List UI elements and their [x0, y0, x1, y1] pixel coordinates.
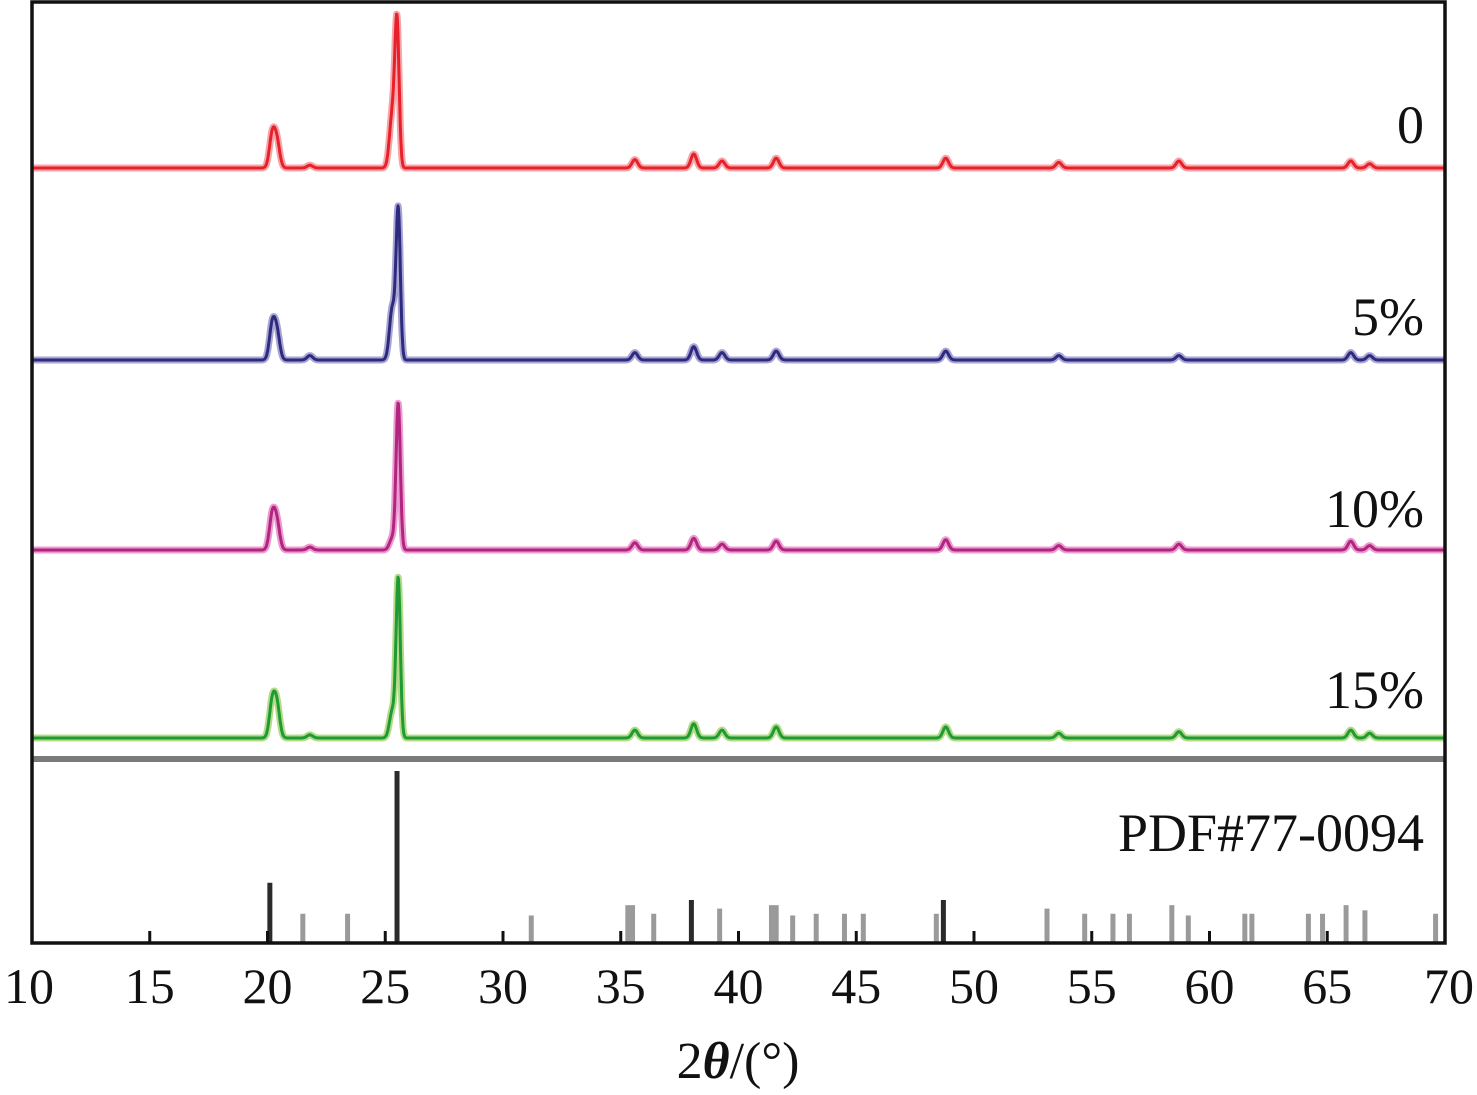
- series-group: 15%: [29, 573, 1448, 742]
- x-tick-label: 10: [4, 958, 54, 1014]
- series-line: [31, 575, 1446, 740]
- x-tick-label: 45: [831, 958, 881, 1014]
- x-tick-label: 60: [1185, 958, 1235, 1014]
- x-axis-title: 2θ/(°): [677, 1033, 800, 1090]
- x-tick-label: 30: [478, 958, 528, 1014]
- theta-symbol: θ: [703, 1033, 730, 1090]
- series-glow: [29, 399, 1448, 554]
- series-line: [31, 401, 1446, 552]
- x-tick-label: 40: [714, 958, 764, 1014]
- series-label: 10%: [1325, 479, 1424, 539]
- series-label: 0: [1397, 95, 1424, 155]
- x-tick-label: 25: [360, 958, 410, 1014]
- series-label: 5%: [1352, 287, 1424, 347]
- x-tick-label: 70: [1424, 958, 1474, 1014]
- series-layer: 0 5% 10% 15%: [29, 10, 1448, 742]
- series-group: 0: [29, 10, 1448, 172]
- series-line: [31, 204, 1446, 362]
- series-group: 10%: [29, 399, 1448, 554]
- plot-frame: [30, 0, 1447, 945]
- reference-layer: PDF#77-0094: [267, 771, 1439, 943]
- x-tick-label: 35: [596, 958, 646, 1014]
- x-tick-label: 15: [125, 958, 175, 1014]
- series-glow: [29, 573, 1448, 742]
- series-group: 5%: [29, 202, 1448, 364]
- x-tick-label: 50: [949, 958, 999, 1014]
- x-tick-label: 65: [1302, 958, 1352, 1014]
- series-line: [31, 12, 1446, 170]
- series-glow: [29, 202, 1448, 364]
- x-tick-label: 20: [243, 958, 293, 1014]
- series-glow: [29, 10, 1448, 172]
- reference-label: PDF#77-0094: [1118, 803, 1424, 863]
- series-label: 15%: [1325, 660, 1424, 720]
- x-tick-label: 55: [1067, 958, 1117, 1014]
- x-tick-layer: 10 15 20 25 30 35 40 45 50 55 60 65 70: [4, 931, 1474, 1014]
